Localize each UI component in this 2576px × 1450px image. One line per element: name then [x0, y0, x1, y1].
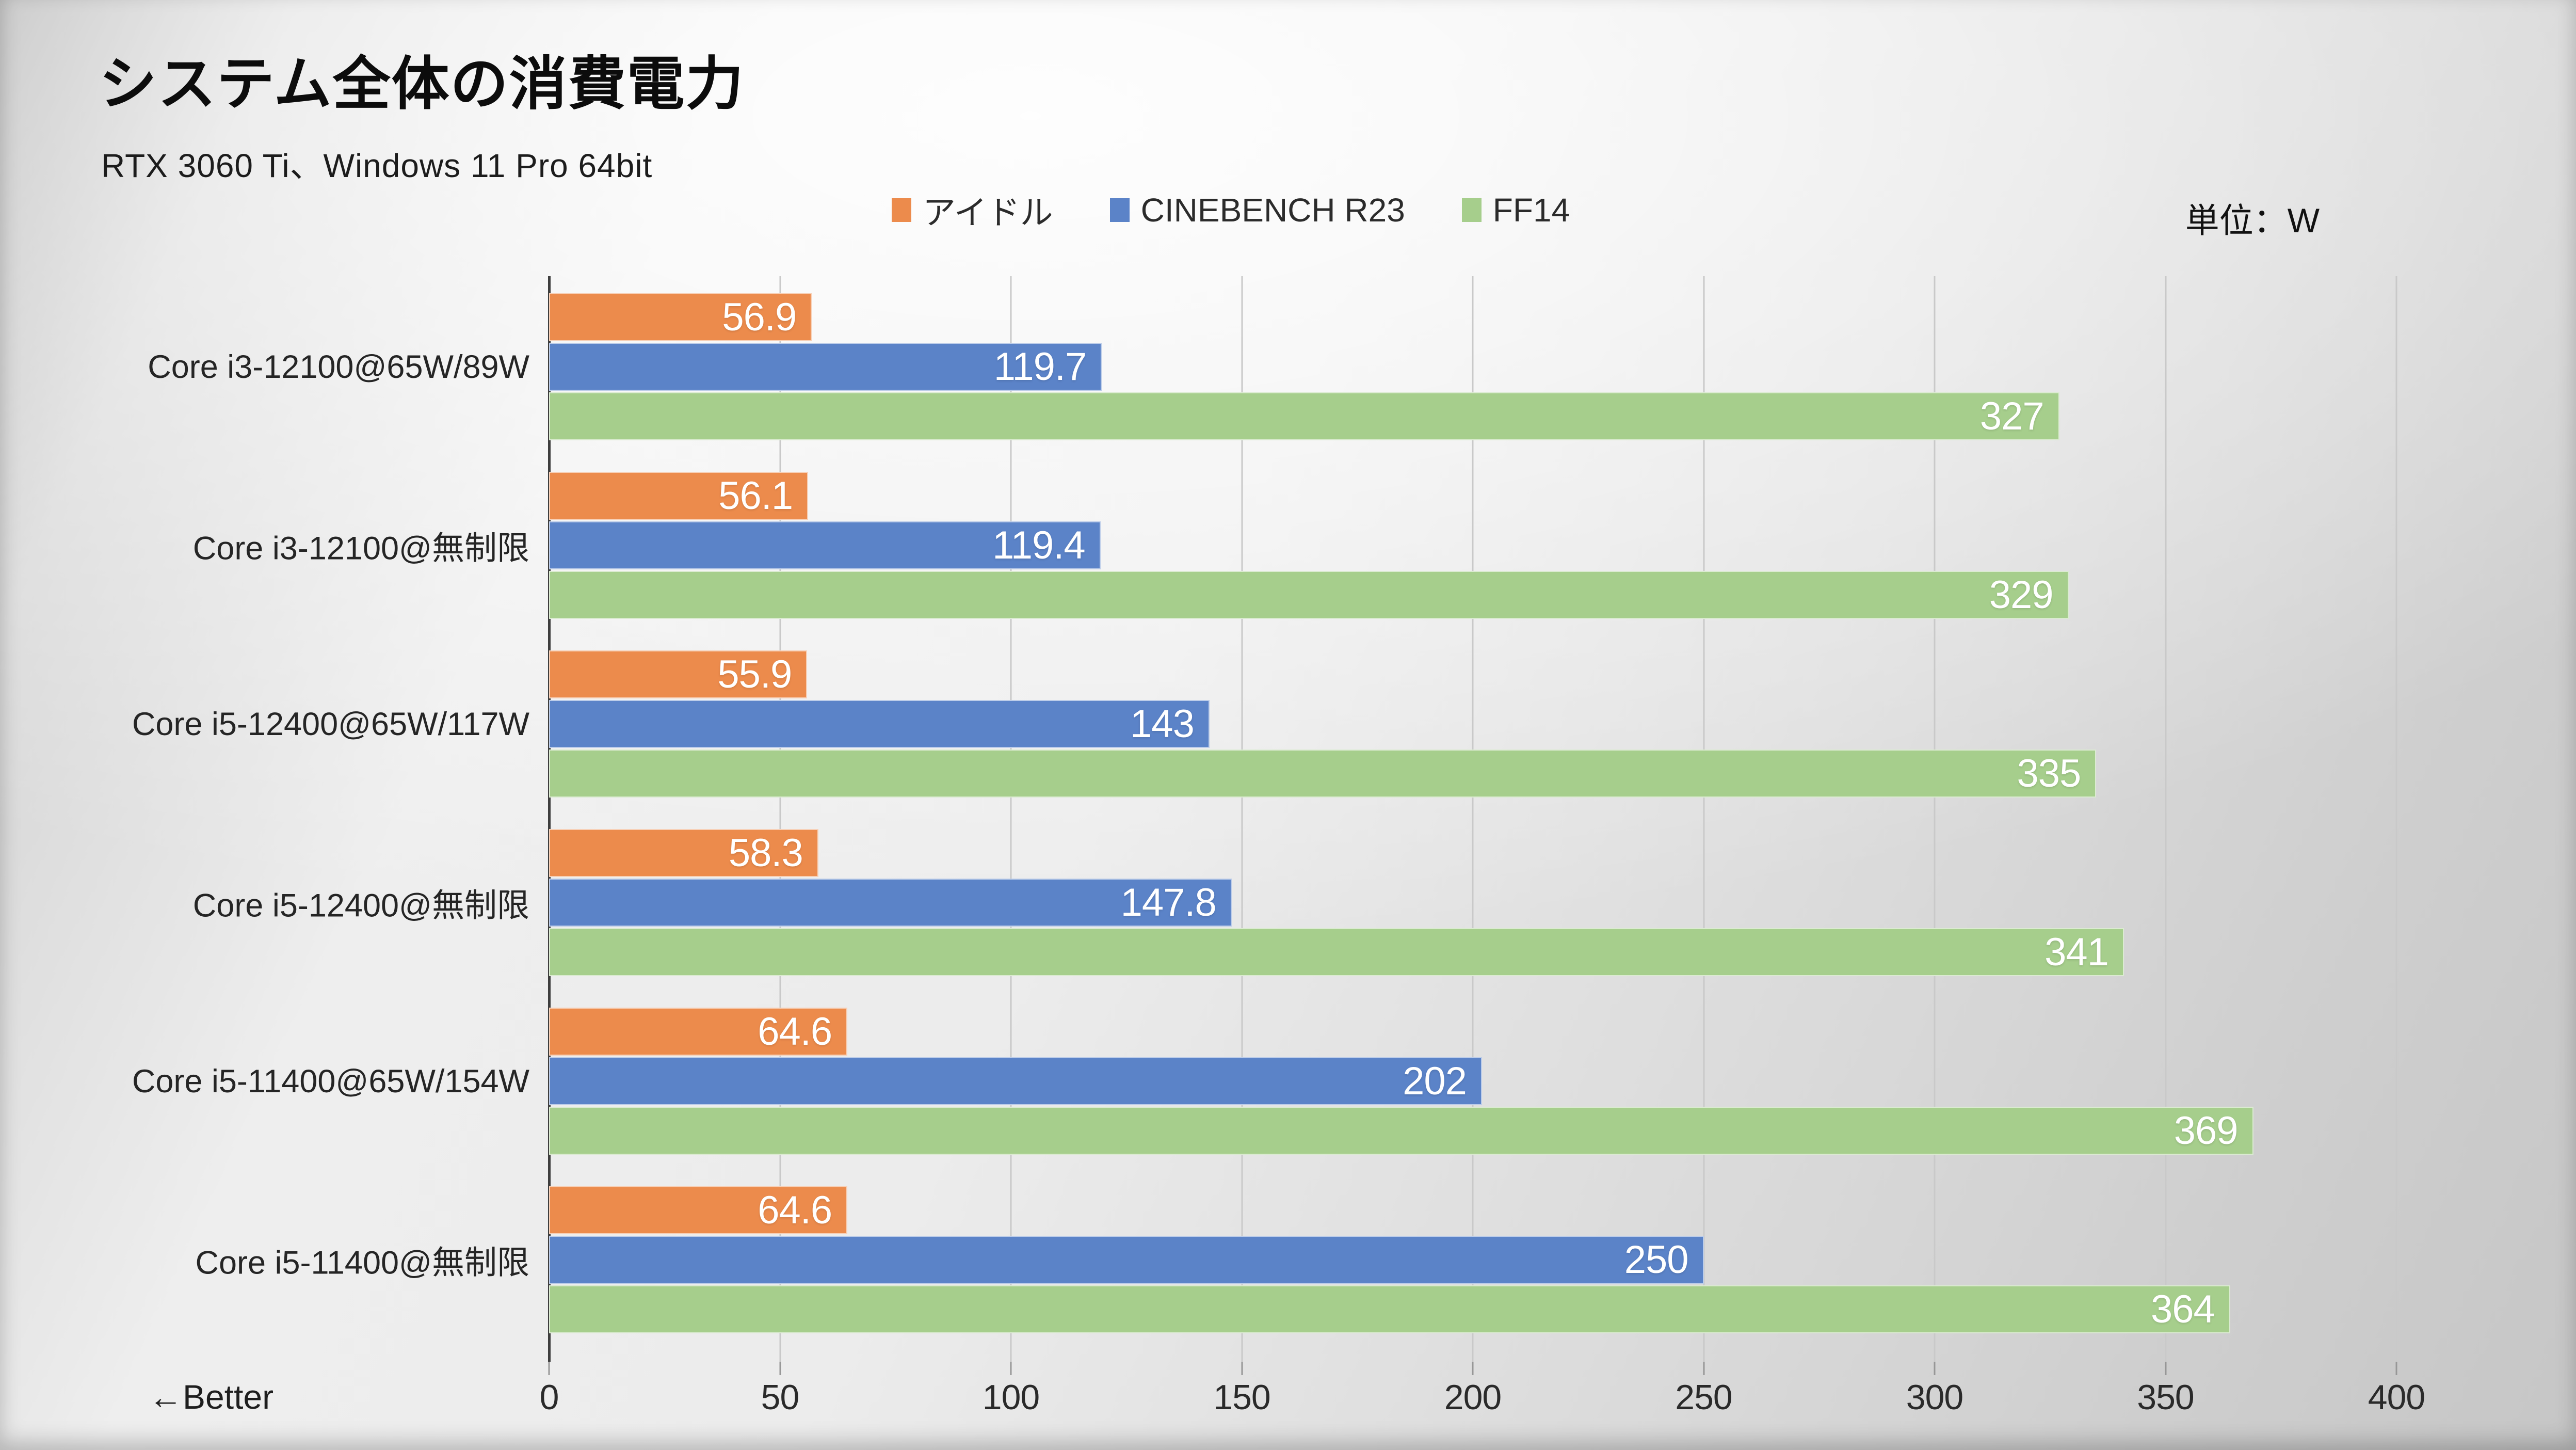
bar-FF14: 329	[549, 571, 2069, 619]
category-label: Core i5-12400@65W/117W	[132, 706, 529, 742]
bar-CINEBENCH R23: 119.7	[549, 343, 1102, 391]
bar-アイドル: 64.6	[549, 1008, 848, 1056]
gridline	[2395, 276, 2397, 1362]
legend-swatch-icon	[1461, 198, 1482, 222]
plot-area: 56.9 119.7 327 56.1 119.4 329 55.9 143 335 58.3 14…	[548, 276, 2397, 1375]
bar-CINEBENCH R23: 147.8	[549, 879, 1232, 927]
bar-value-label: 64.6	[758, 1188, 832, 1232]
x-tick-label: 250	[1675, 1378, 1732, 1417]
bar-value-label: 143	[1130, 702, 1195, 746]
x-tick-label: 0	[539, 1378, 559, 1417]
bar-CINEBENCH R23: 202	[549, 1057, 1482, 1105]
bar-アイドル: 58.3	[549, 829, 818, 877]
better-label: ←Better	[149, 1378, 274, 1416]
bar-アイドル: 64.6	[549, 1186, 848, 1234]
x-tick-label: 350	[2137, 1378, 2194, 1417]
chart-title: システム全体の消費電力	[99, 52, 745, 116]
legend-swatch-icon	[1109, 198, 1130, 222]
bar-value-label: 64.6	[758, 1010, 832, 1054]
axis-tick	[2165, 1362, 2166, 1375]
bar-FF14: 369	[549, 1107, 2253, 1155]
axis-tick	[1472, 1362, 1474, 1375]
axis-tick	[1934, 1362, 1936, 1375]
y-axis-line	[548, 276, 551, 1362]
gridline	[1472, 276, 1474, 1362]
bar-アイドル: 56.1	[549, 472, 809, 520]
bar-アイドル: 55.9	[549, 650, 808, 698]
bar-FF14: 335	[549, 750, 2097, 798]
x-tick-label: 300	[1906, 1378, 1963, 1417]
category-label: Core i5-11400@無制限	[195, 1245, 529, 1281]
bar-value-label: 250	[1624, 1238, 1689, 1282]
bar-value-label: 119.4	[992, 523, 1086, 567]
bar-value-label: 369	[2174, 1109, 2239, 1153]
bar-FF14: 341	[549, 928, 2124, 976]
gridline	[1241, 276, 1243, 1362]
x-axis: 0 50 100 150 200 250 300 350 400	[540, 1377, 2426, 1429]
x-tick-label: 400	[2368, 1378, 2425, 1417]
bar-value-label: 147.8	[1120, 881, 1217, 925]
bar-group: 56.1 119.4 329	[549, 472, 2396, 620]
legend-label: FF14	[1492, 192, 1570, 229]
bar-CINEBENCH R23: 119.4	[549, 521, 1101, 569]
x-tick-label: 100	[982, 1378, 1040, 1417]
bar-value-label: 329	[1989, 573, 2054, 617]
legend: アイドル CINEBENCH R23 FF14	[0, 187, 2461, 233]
bar-group: 55.9 143 335	[549, 650, 2396, 799]
axis-tick	[1241, 1362, 1243, 1375]
category-label: Core i3-12100@65W/89W	[148, 348, 529, 385]
axis-tick	[1703, 1362, 1704, 1375]
legend-item: アイドル	[891, 186, 1053, 234]
legend-item: FF14	[1461, 191, 1570, 229]
axis-tick	[779, 1362, 781, 1375]
category-label: Core i3-12100@無制限	[192, 530, 529, 566]
unit-label: 単位：W	[2185, 201, 2320, 240]
bar-value-label: 55.9	[717, 652, 792, 696]
bar-value-label: 56.1	[718, 474, 793, 518]
bar-value-label: 56.9	[722, 295, 797, 339]
bar-value-label: 119.7	[993, 345, 1087, 389]
gridline	[1010, 276, 1012, 1362]
bar-value-label: 58.3	[728, 831, 803, 875]
category-labels: Core i3-12100@65W/89W Core i3-12100@無制限 Co…	[0, 276, 529, 1362]
bar-CINEBENCH R23: 143	[549, 700, 1210, 748]
x-tick-label: 200	[1444, 1378, 1502, 1417]
x-tick-label: 50	[761, 1378, 800, 1417]
legend-item: CINEBENCH R23	[1109, 191, 1405, 229]
bar-group: 56.9 119.7 327	[549, 293, 2396, 442]
bar-FF14: 327	[549, 392, 2059, 440]
x-tick-label: 150	[1213, 1378, 1270, 1417]
gridline	[1934, 276, 1936, 1362]
axis-tick	[548, 1362, 550, 1375]
legend-label: CINEBENCH R23	[1140, 192, 1405, 229]
bar-value-label: 327	[1979, 394, 2044, 438]
bar-group: 58.3 147.8 341	[549, 829, 2396, 978]
axis-tick	[1010, 1362, 1012, 1375]
bar-value-label: 335	[2017, 752, 2081, 795]
gridline	[779, 276, 781, 1362]
bar-value-label: 202	[1403, 1059, 1467, 1103]
legend-label: アイドル	[922, 194, 1053, 231]
bar-FF14: 364	[549, 1285, 2230, 1333]
bar-CINEBENCH R23: 250	[549, 1236, 1704, 1284]
bar-group: 64.6 250 364	[549, 1186, 2396, 1335]
gridline	[1703, 276, 1704, 1362]
axis-tick	[2395, 1362, 2397, 1375]
bar-アイドル: 56.9	[549, 293, 812, 341]
category-label: Core i5-12400@無制限	[192, 887, 529, 923]
category-label: Core i5-11400@65W/154W	[132, 1063, 529, 1100]
bar-group: 64.6 202 369	[549, 1008, 2396, 1156]
chart-subtitle: RTX 3060 Ti、Windows 11 Pro 64bit	[101, 147, 653, 184]
legend-swatch-icon	[891, 198, 911, 222]
bar-value-label: 341	[2044, 930, 2109, 974]
bar-value-label: 364	[2150, 1287, 2215, 1331]
gridline	[2165, 276, 2166, 1362]
